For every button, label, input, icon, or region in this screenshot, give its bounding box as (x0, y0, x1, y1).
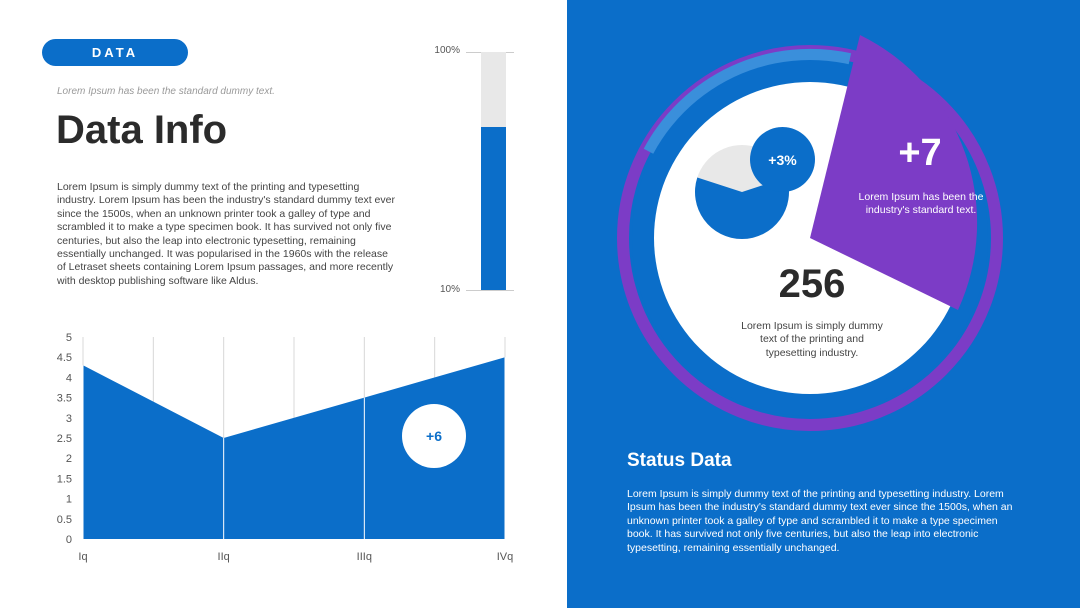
pie-badge: +3% (750, 127, 815, 192)
y-tick-label: 5 (66, 332, 72, 344)
x-tick-label: Iq (78, 551, 87, 563)
y-tick-label: 0.5 (57, 514, 72, 526)
y-tick-label: 3 (66, 413, 72, 425)
page-title: Data Info (56, 108, 228, 152)
chart-badge: +6 (426, 428, 442, 444)
progress-top-label: 100% (434, 45, 460, 56)
progress-bottom-label: 10% (439, 284, 460, 295)
status-text: Lorem Ipsum is simply dummy text of the … (627, 488, 1013, 554)
x-tick-label: IIq (218, 551, 230, 563)
outer-ring-highlight (643, 48, 852, 156)
y-tick-label: 2.5 (57, 433, 72, 445)
y-tick-label: 1.5 (57, 473, 72, 485)
highlight-value: +7 (898, 132, 942, 174)
progress-bar (481, 52, 506, 290)
intro-text: Lorem Ipsum is simply dummy text of the … (57, 181, 395, 287)
y-tick-label: 2 (66, 453, 72, 465)
donut-graphic (617, 35, 1003, 431)
highlight-segment (810, 35, 978, 310)
chart-area (83, 357, 505, 539)
y-tick-label: 1 (66, 494, 72, 506)
area-chart: 0 0.5 1 1.5 2 2.5 3 3.5 4 4.5 5 Iq IIq IIIq IVq +6 (57, 332, 514, 563)
y-tick-label: 4.5 (57, 352, 72, 364)
x-tick-label: IIIq (357, 551, 372, 563)
tagline: Lorem Ipsum has been the standard dummy … (57, 86, 275, 97)
y-tick-label: 3.5 (57, 393, 72, 405)
section-pill: DATA (42, 39, 188, 66)
main-value: 256 (778, 262, 846, 306)
progress-bottom-tick (466, 290, 514, 291)
pie-slice-value (695, 177, 789, 239)
y-tick-label: 0 (66, 534, 72, 546)
x-tick-label: IVq (497, 551, 514, 563)
main-value-description: Lorem Ipsum is simply dummy text of the … (741, 320, 883, 359)
highlight-description: Lorem Ipsum has been the industry's stan… (858, 191, 984, 216)
chart-badge-circle (402, 404, 466, 468)
y-tick-label: 4 (66, 372, 72, 384)
progress-bar-fill (481, 126, 506, 290)
status-title: Status Data (627, 450, 732, 471)
